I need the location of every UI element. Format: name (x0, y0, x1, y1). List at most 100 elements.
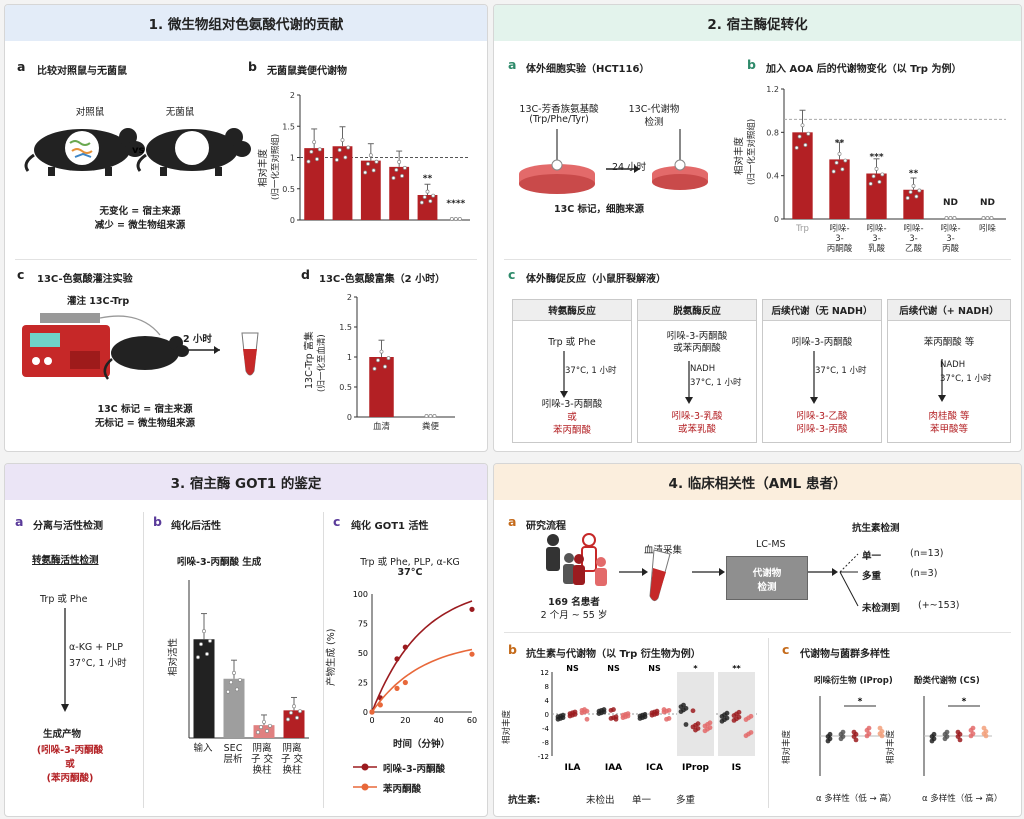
p4-a-abx: 抗生素检测 (852, 523, 900, 534)
patient-icon (595, 557, 607, 586)
data-point (402, 165, 407, 170)
p2-b-bar-chart: 00.40.81.2Trp**吲哚-3-丙酮酸***吲哚-3-乳酸**吲哚-3-… (766, 85, 1006, 254)
p4-a-blood: 血清采集 (644, 545, 683, 556)
data-point (377, 702, 383, 708)
group-label: ICA (646, 763, 663, 773)
data-point (369, 709, 375, 715)
data-point (372, 366, 377, 371)
data-point (800, 123, 805, 128)
patient-icon (573, 554, 585, 585)
y-tick-label: 0 (347, 413, 352, 422)
data-point (724, 715, 730, 721)
p1-c-time: 2 小时 (183, 334, 212, 345)
p3-a-cond2: 37°C, 1 小时 (69, 658, 127, 669)
bar (417, 195, 438, 220)
data-point (831, 169, 836, 174)
reaction-box-2: 脱氨酶反应 吲哚-3-丙酮酸 或苯丙酮酸 NADH 37°C, 1 小时 吲哚-… (637, 299, 757, 443)
p3-c-title: 纯化 GOT1 活性 (351, 521, 429, 532)
data-point (642, 712, 648, 717)
data-point (666, 707, 672, 713)
significance-label: ND (943, 198, 958, 208)
significance-label: ** (909, 169, 919, 179)
petri-dish-icon (652, 129, 708, 190)
p4-c-right-chart: * (923, 696, 992, 776)
data-point (970, 725, 976, 731)
data-point (196, 655, 200, 660)
p3-a-label: a (15, 514, 24, 529)
data-point (879, 729, 885, 734)
data-point (208, 638, 212, 643)
data-point (908, 190, 913, 194)
p1-a-title: 比较对照鼠与无菌鼠 (37, 66, 127, 77)
legend-marker-1 (353, 763, 377, 771)
reaction-arrows (560, 351, 946, 404)
data-point (256, 730, 260, 735)
p4-a-o2: 多重 (862, 571, 882, 582)
y-tick-label: 0 (545, 711, 549, 719)
data-point (914, 194, 919, 199)
p2-a-title: 体外细胞实验（HCT116） (526, 64, 650, 75)
x-tick-label: 乳酸 (868, 243, 886, 254)
p4-b-abx-2: 多重 (676, 795, 696, 806)
p4-a-patients1: 169 名患者 (548, 597, 600, 608)
data-point (298, 709, 302, 714)
data-point (695, 726, 701, 731)
p3-a-title: 分离与活性检测 (33, 521, 103, 532)
data-point (394, 656, 400, 662)
x-tick-label: 60 (467, 716, 477, 725)
data-point (453, 217, 458, 221)
data-point (868, 181, 873, 186)
p4-b-abx-label: 抗生素: (508, 795, 541, 806)
p3-b-label: b (153, 514, 162, 529)
petri-dish-icon (519, 129, 595, 194)
p1-b-ylabel: 相对丰度 (258, 148, 269, 187)
p1-d-ylabel: 13C-Trp 富集 (304, 331, 315, 389)
p4-a-title: 研究流程 (526, 521, 566, 532)
bar (866, 173, 887, 219)
data-point (840, 729, 846, 735)
panel-3: 3. 宿主酶 GOT1 的鉴定 a 分离与活性检测 转氨酶活性检测 Trp 或 … (4, 463, 488, 817)
p1-b-bar-chart: 00.511.52****** (282, 91, 470, 225)
p3-a-p2: 或 (65, 759, 75, 770)
y-tick-label: -12 (538, 753, 549, 761)
tube-icon (241, 332, 259, 376)
data-point (317, 147, 322, 152)
x-tick-label: 40 (434, 716, 444, 725)
data-point (289, 710, 293, 715)
y-tick-label: 25 (358, 679, 368, 688)
infusion-illustration (22, 313, 259, 380)
data-point (202, 629, 206, 634)
p4-c-title: 代谢物与菌群多样性 (800, 649, 890, 660)
series-line (371, 600, 473, 713)
significance-label: NS (607, 664, 620, 673)
data-point (955, 729, 961, 735)
product-text: 或苯乳酸 (677, 424, 716, 435)
patients-illustration (546, 533, 607, 586)
data-point (226, 689, 230, 694)
p3-a-prod: 生成产物 (43, 729, 82, 740)
data-point (695, 721, 701, 727)
data-point (871, 174, 876, 179)
x-tick-label: 粪便 (422, 421, 440, 432)
panel-4: 4. 临床相关性（AML 患者） a 研究流程 169 名患者 2 个月 ~ 5… (493, 463, 1022, 817)
data-point (666, 716, 672, 721)
x-tick-label: 吲哚- (829, 224, 849, 234)
y-tick-label: 0.4 (766, 172, 779, 181)
product-text: 吲哚-3-乳酸 (671, 411, 723, 422)
data-point (944, 216, 949, 220)
panel-1: 1. 微生物组对色氨酸代谢的贡献 a 比较对照鼠与无菌鼠 对照鼠 无菌鼠 vs … (4, 4, 488, 452)
data-point (952, 216, 957, 220)
data-point (334, 157, 339, 162)
germfree-mouse-label: 无菌鼠 (165, 107, 195, 118)
p4-b-ylabel: 相对丰度 (502, 709, 512, 744)
y-tick-label: 1.5 (339, 323, 352, 332)
data-point (681, 702, 686, 708)
data-point (661, 707, 667, 712)
p1-c-title: 13C-色氨酸灌注实验 (37, 274, 133, 285)
data-point (425, 189, 430, 194)
p1-a-label: a (17, 59, 26, 74)
significance-label: **** (446, 199, 465, 209)
panel-2: 2. 宿主酶促转化 a 体外细胞实验（HCT116） 13C-芳香族氨基酸 (T… (493, 4, 1022, 452)
significance-label: * (962, 697, 967, 707)
data-point (312, 140, 317, 144)
